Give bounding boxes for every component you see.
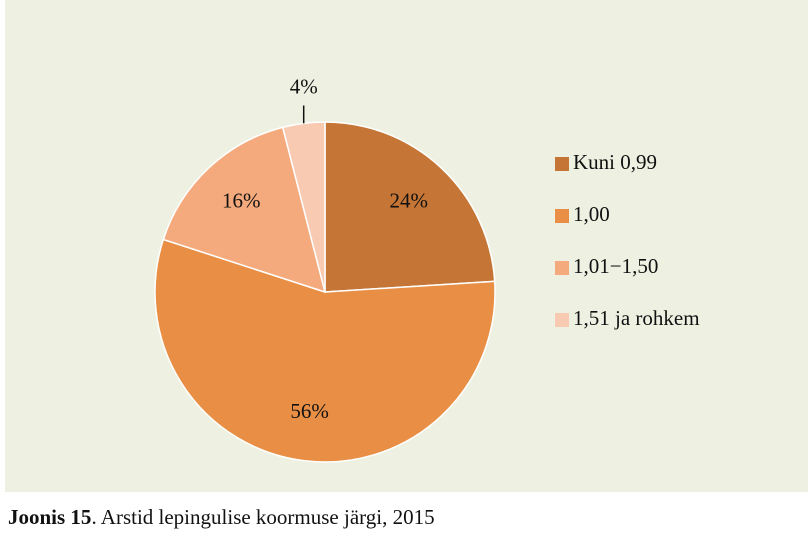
pie-slice — [324, 121, 496, 293]
legend-label: 1,00 — [573, 202, 610, 226]
pie-slice — [281, 121, 326, 293]
legend-swatch — [555, 313, 569, 327]
data-label: 56% — [290, 399, 329, 423]
pie-slice — [154, 238, 496, 463]
data-label: 4% — [290, 74, 318, 98]
legend-swatch — [555, 209, 569, 223]
data-label: 16% — [222, 189, 261, 213]
caption: Joonis 15. Arstid lepingulise koormuse j… — [8, 505, 435, 530]
chart: 24% 56% 16% 4% Kuni 0,99 1,00 1,01−1,50 1,51 ja… — [5, 0, 808, 492]
pie-slice — [162, 126, 327, 294]
legend-label: 1,01−1,50 — [573, 254, 658, 278]
caption-label: Joonis 15 — [8, 505, 92, 529]
legend-swatch — [555, 261, 569, 275]
legend-label: 1,51 ja rohkem — [573, 306, 700, 330]
caption-text: . Arstid lepingulise koormuse järgi, 201… — [91, 505, 435, 529]
legend-label: Kuni 0,99 — [573, 150, 657, 174]
legend-swatch — [555, 157, 569, 171]
data-label: 24% — [390, 189, 429, 213]
